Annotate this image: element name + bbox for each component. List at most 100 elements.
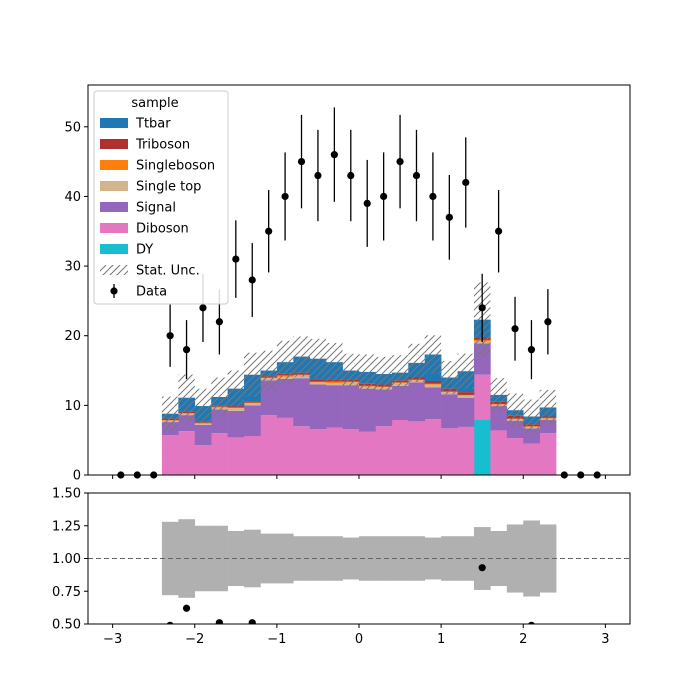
y-tick-label: 40 [64,190,81,205]
legend-label: Diboson [136,222,189,237]
stacked-histogram [161,282,557,475]
bar-segment [457,397,475,427]
legend: sample Ttbar Triboson Singleboson Single top… [93,90,229,305]
stat-unc-bin [293,336,310,377]
stat-unc-bin [326,342,343,382]
bar-segment [424,384,442,388]
bar-segment [342,385,360,430]
stat-unc-bin [457,353,474,389]
bar-segment [326,381,343,384]
bar-segment [194,424,212,446]
series-signal [161,343,557,446]
stat-unc-bin [506,393,524,428]
bar-segment [359,388,376,432]
series-diboson [161,374,557,475]
data-point [511,325,519,333]
data-point [412,171,421,180]
bar-segment [457,394,475,396]
stat-unc-bin [211,377,228,417]
ratio-y-tick-label: 1.25 [52,519,81,534]
bar-segment [359,431,376,475]
bar-segment [441,428,458,475]
bar-segment [293,375,311,379]
stat-unc-bin [408,343,425,382]
stat-unc-bin [523,399,540,434]
bar-segment [309,384,327,430]
bar-segment [424,383,442,385]
data-point [347,171,355,180]
data-point [330,151,338,159]
data-point [445,213,453,221]
stat-unc-bin [391,355,409,391]
legend-entry: Singleboson [100,159,215,174]
bar-segment [326,383,343,386]
stat-unc-bin [194,388,212,424]
bar-segment [276,378,294,418]
bar-segment [227,408,245,411]
data-point [232,255,240,263]
ratio-y-tick-label: 0.75 [52,585,81,600]
bar-segment [539,433,557,475]
bar-segment [424,419,442,475]
bar-segment [178,431,196,475]
bar-segment [342,429,360,475]
data-point [429,192,437,201]
bar-segment [244,436,261,475]
data-point [544,318,552,326]
bar-segment [424,387,442,420]
x-axis-ticks [112,475,606,479]
ratio-unc-bin [375,536,393,581]
data-point [265,227,273,235]
ratio-y-tick-label: 1.50 [52,487,81,502]
ratio-point [528,621,535,624]
legend-swatch [100,181,128,191]
legend-label: Singleboson [136,159,215,174]
ratio-unc-bin [359,536,376,581]
bar-segment [244,403,261,406]
stat-unc-band [161,282,557,434]
bar-segment [391,419,409,475]
ratio-point [182,604,191,612]
data-point [396,158,404,166]
y-tick-label: 50 [64,120,81,135]
legend-label: Single top [136,180,201,195]
legend-label: Ttbar [135,117,171,132]
bar-segment [194,423,212,425]
bar-segment [309,381,327,383]
bar-segment [457,426,475,475]
legend-swatch [100,118,128,128]
legend-swatch [100,160,128,170]
legend-label: Triboson [135,138,190,153]
bar-segment [309,382,327,385]
ratio-unc-band [161,519,557,598]
data-point [495,227,503,235]
bar-segment [293,426,311,475]
data-points [117,107,601,479]
legend-entry: Signal [100,201,176,216]
ratio-points [166,564,535,624]
stat-unc-bin [424,335,442,374]
bar-segment [276,417,294,475]
legend-swatch [100,202,128,212]
stat-unc-bin [375,356,392,392]
ratio-y-ticks: 0.50 0.75 1.00 1.25 1.50 [52,487,88,633]
ratio-y-tick-label: 0.50 [52,618,81,633]
bar-segment [227,407,245,409]
legend-marker [110,287,118,295]
ratio-point [478,564,486,572]
bar-segment [244,401,261,403]
bar-segment [244,402,261,404]
bar-segment [473,374,491,420]
legend-entry: Stat. Unc. [100,264,200,279]
bar-segment [506,438,524,475]
ratio-point [215,619,223,624]
ratio-unc-bin [326,536,343,581]
x-tick-label: −2 [185,632,204,647]
legend-entry: Ttbar [100,117,171,132]
x-tick-label: −3 [103,632,122,647]
bar-segment [391,385,409,420]
ratio-point [248,619,256,624]
bar-segment [375,389,393,427]
x-tick-label: −1 [267,632,286,647]
